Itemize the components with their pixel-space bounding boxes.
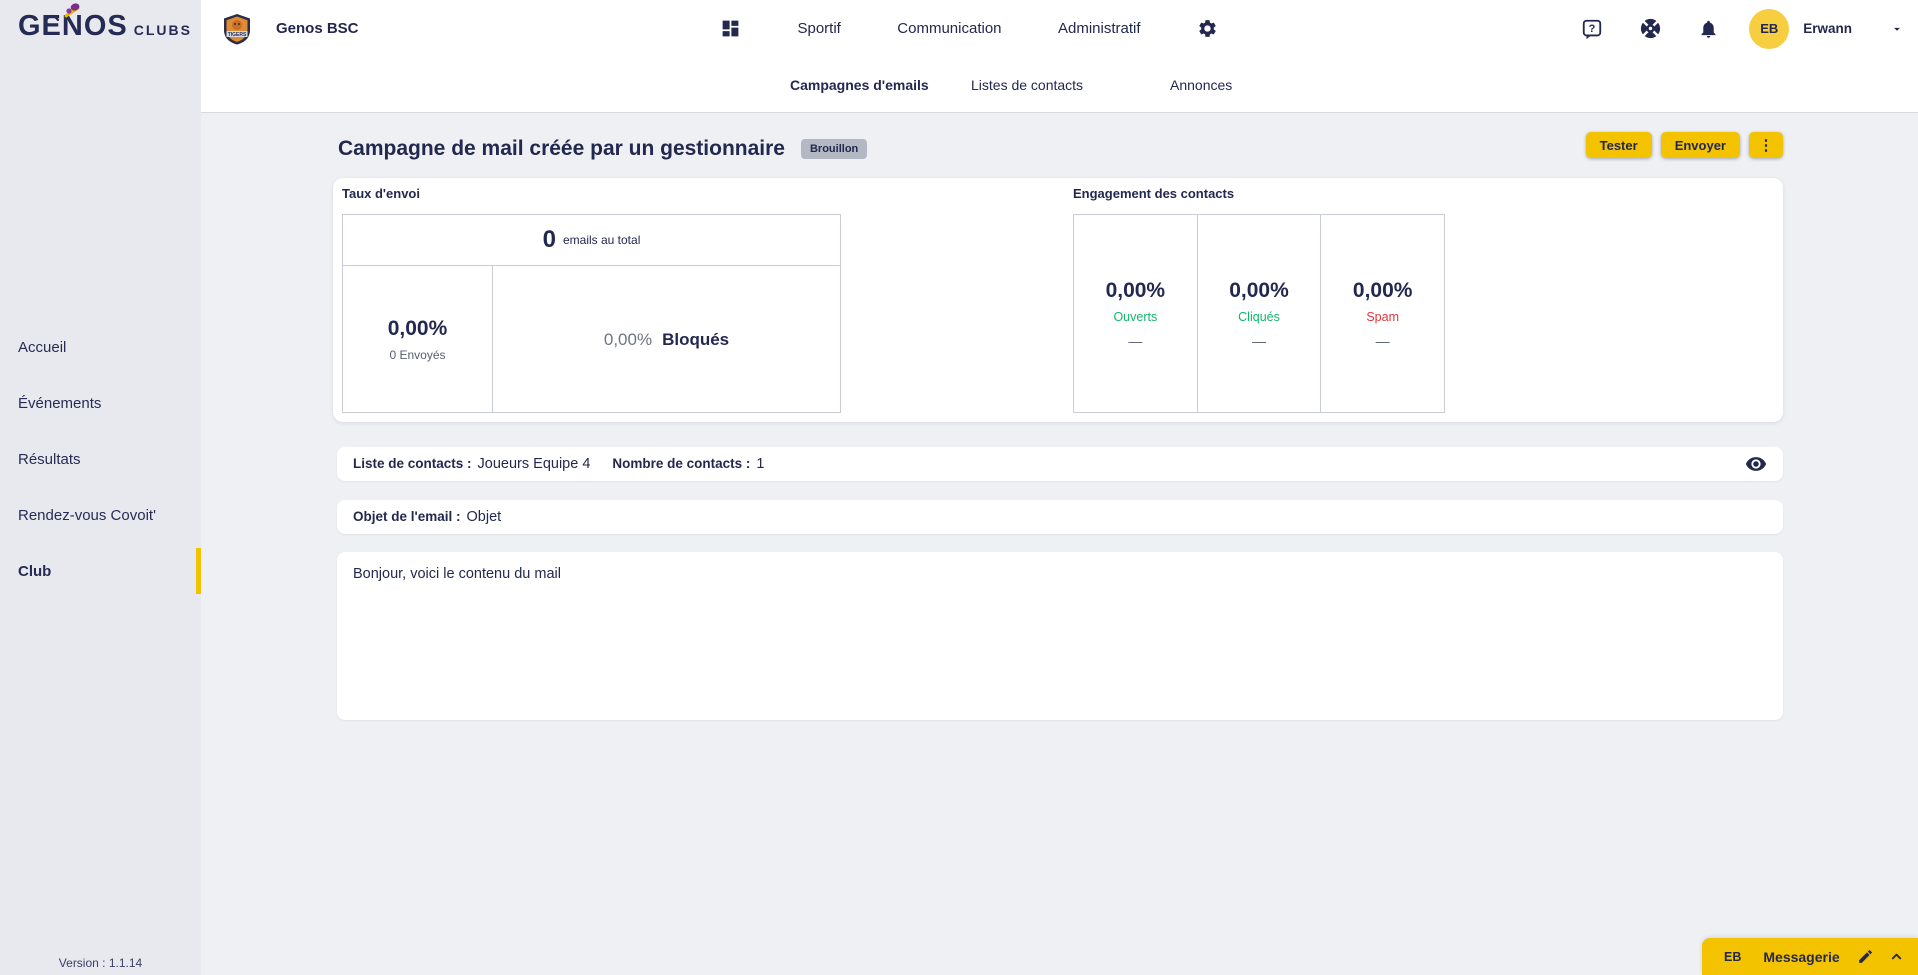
- tab-annonces[interactable]: Annonces: [1170, 76, 1233, 93]
- logo-accent-mark: [45, 14, 59, 21]
- contact-list-row: Liste de contacts : Joueurs Equipe 4 Nom…: [337, 447, 1783, 481]
- envoyer-button[interactable]: Envoyer: [1660, 132, 1740, 158]
- engagement-title: Engagement des contacts: [1073, 186, 1235, 201]
- club-crest-icon: TIGERS: [224, 13, 250, 44]
- messenger-bar[interactable]: EB Messagerie: [1702, 938, 1918, 975]
- emails-total-label: emails au total: [562, 233, 641, 247]
- status-badge: Brouillon: [800, 139, 868, 159]
- sidebar-item-club[interactable]: Club: [0, 543, 201, 599]
- contact-count-value: 1: [756, 456, 765, 472]
- more-options-kebab-icon[interactable]: ⋮: [1749, 132, 1783, 158]
- club-name: Genos BSC: [276, 20, 359, 37]
- emails-total-row: 0 emails au total: [343, 215, 840, 266]
- header-tabs-row: Campagnes d'emails Listes de contacts An…: [201, 57, 1918, 112]
- blocked-percent: 0,00%: [603, 329, 653, 349]
- engagement-cell-spam: 0,00% Spam —: [1320, 215, 1444, 412]
- sent-cell: 0,00% 0 Envoyés: [343, 266, 493, 413]
- svg-text:TIGERS: TIGERS: [228, 31, 247, 37]
- dashboard-icon[interactable]: [720, 18, 741, 39]
- notifications-bell-icon[interactable]: [1698, 18, 1719, 40]
- user-name[interactable]: Erwann: [1803, 21, 1852, 36]
- tab-campagnes-emails[interactable]: Campagnes d'emails: [790, 76, 929, 93]
- user-avatar[interactable]: EB: [1749, 8, 1790, 49]
- brand-name: GENOS: [18, 10, 128, 42]
- nav-sportif[interactable]: Sportif: [797, 20, 841, 37]
- spam-dash: —: [1375, 332, 1390, 349]
- header-main-row: TIGERS Genos BSC Sportif Communication A…: [201, 0, 1918, 57]
- nav-communication[interactable]: Communication: [897, 20, 1002, 37]
- blocked-label: Bloqués: [662, 329, 730, 349]
- page-title: Campagne de mail créée par un gestionnai…: [338, 137, 785, 160]
- sent-label: 0 Envoyés: [389, 348, 446, 362]
- contact-list-label: Liste de contacts :: [353, 456, 472, 471]
- version-text: Version : 1.1.14: [58, 956, 143, 970]
- sidebar-item-accueil[interactable]: Accueil: [18, 338, 67, 356]
- support-lifebuoy-icon[interactable]: [1639, 17, 1662, 40]
- compose-pencil-icon[interactable]: [1857, 948, 1874, 965]
- club-selector[interactable]: TIGERS Genos BSC: [222, 0, 359, 57]
- email-body-card: Bonjour, voici le contenu du mail: [337, 552, 1783, 720]
- subject-row: Objet de l'email : Objet: [337, 500, 1783, 534]
- page-actions: Tester Envoyer ⋮: [1585, 132, 1783, 158]
- sidebar-item-rendez-vous-covoit[interactable]: Rendez-vous Covoit': [18, 506, 156, 524]
- messenger-avatar-initials: EB: [1724, 949, 1742, 964]
- sent-percent: 0,00%: [387, 317, 448, 340]
- tab-listes-de-contacts[interactable]: Listes de contacts: [971, 76, 1084, 93]
- ouverts-dash: —: [1128, 332, 1143, 349]
- engagement-cell-ouverts: 0,00% Ouverts —: [1105, 278, 1166, 349]
- messenger-label: Messagerie: [1763, 948, 1840, 965]
- settings-gear-icon[interactable]: [1197, 18, 1218, 39]
- send-rate-title: Taux d'envoi: [342, 186, 420, 201]
- chevron-up-icon[interactable]: [1889, 949, 1904, 964]
- cliques-dash: —: [1252, 332, 1266, 349]
- stats-card: Taux d'envoi 0 emails au total 0,00% 0 E…: [333, 178, 1783, 422]
- title-row: Campagne de mail créée par un gestionnai…: [338, 137, 868, 161]
- engagement-table: 0,00% Ouverts — 0,00% Cliqués — 0,00% Sp…: [1073, 214, 1445, 413]
- top-header: TIGERS Genos BSC Sportif Communication A…: [201, 0, 1918, 113]
- blocked-cell: 0,00% Bloqués: [493, 266, 840, 413]
- sidebar-item-evenements[interactable]: Événements: [18, 394, 102, 412]
- subject-value: Objet: [466, 509, 502, 525]
- header-right-group: ? EB Erwann: [1545, 0, 1904, 57]
- contact-list-value: Joueurs Equipe 4: [477, 456, 591, 472]
- butterfly-icon: [64, 3, 80, 18]
- spam-label: Spam: [1366, 309, 1399, 324]
- main-content: Campagne de mail créée par un gestionnai…: [201, 113, 1918, 975]
- user-menu-caret-icon[interactable]: [1890, 22, 1904, 36]
- svg-text:?: ?: [1589, 23, 1596, 35]
- view-contacts-eye-icon[interactable]: [1745, 453, 1767, 475]
- send-rate-table: 0 emails au total 0,00% 0 Envoyés 0,00% …: [342, 214, 841, 413]
- brand-suffix: CLUBS: [133, 22, 192, 38]
- brand-logo[interactable]: GENOS CLUBS: [18, 3, 192, 58]
- sidebar-nav: Accueil Événements Résultats Rendez-vous…: [0, 319, 201, 599]
- cliques-label: Cliqués: [1238, 309, 1280, 324]
- header-nav: Sportif Communication Administratif: [720, 0, 1218, 57]
- sidebar: GENOS CLUBS Accueil Événements Résultats …: [0, 0, 201, 975]
- subject-label: Objet de l'email :: [353, 509, 461, 524]
- engagement-cell-cliques: 0,00% Cliqués —: [1196, 215, 1321, 412]
- contact-count-label: Nombre de contacts :: [612, 456, 751, 471]
- nav-administratif[interactable]: Administratif: [1057, 20, 1141, 37]
- tester-button[interactable]: Tester: [1585, 132, 1652, 158]
- sidebar-item-resultats[interactable]: Résultats: [18, 450, 81, 468]
- help-icon[interactable]: ?: [1581, 18, 1603, 40]
- ouverts-label: Ouverts: [1113, 309, 1158, 324]
- emails-total-value: 0: [542, 226, 556, 253]
- active-indicator: [196, 548, 201, 594]
